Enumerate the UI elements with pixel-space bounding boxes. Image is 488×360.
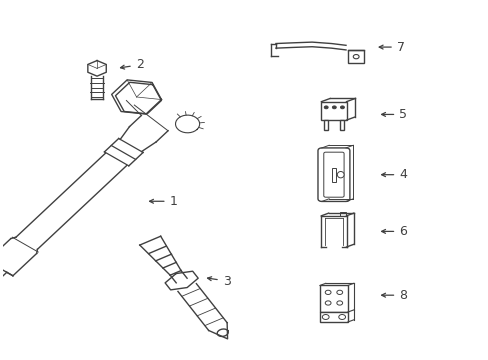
- Bar: [319, 312, 347, 322]
- Text: 3: 3: [207, 275, 230, 288]
- Text: 1: 1: [149, 195, 177, 208]
- Bar: [319, 285, 347, 312]
- Bar: [348, 50, 363, 63]
- Bar: [331, 168, 335, 182]
- Circle shape: [322, 315, 328, 319]
- Bar: [339, 212, 345, 216]
- Circle shape: [332, 106, 336, 109]
- Circle shape: [336, 301, 342, 305]
- Text: 4: 4: [381, 168, 406, 181]
- Bar: [323, 120, 327, 130]
- Circle shape: [352, 54, 358, 59]
- Circle shape: [338, 315, 345, 319]
- Circle shape: [340, 106, 344, 109]
- Text: 6: 6: [381, 225, 406, 238]
- Circle shape: [336, 290, 342, 294]
- Bar: [340, 120, 344, 130]
- Bar: [321, 102, 346, 120]
- Text: 5: 5: [381, 108, 407, 121]
- Circle shape: [325, 301, 330, 305]
- FancyBboxPatch shape: [317, 148, 349, 202]
- Circle shape: [325, 290, 330, 294]
- Text: 2: 2: [120, 58, 143, 71]
- Text: 8: 8: [381, 289, 407, 302]
- Text: 7: 7: [378, 41, 404, 54]
- Ellipse shape: [337, 171, 344, 178]
- FancyBboxPatch shape: [323, 152, 344, 197]
- Circle shape: [324, 106, 327, 109]
